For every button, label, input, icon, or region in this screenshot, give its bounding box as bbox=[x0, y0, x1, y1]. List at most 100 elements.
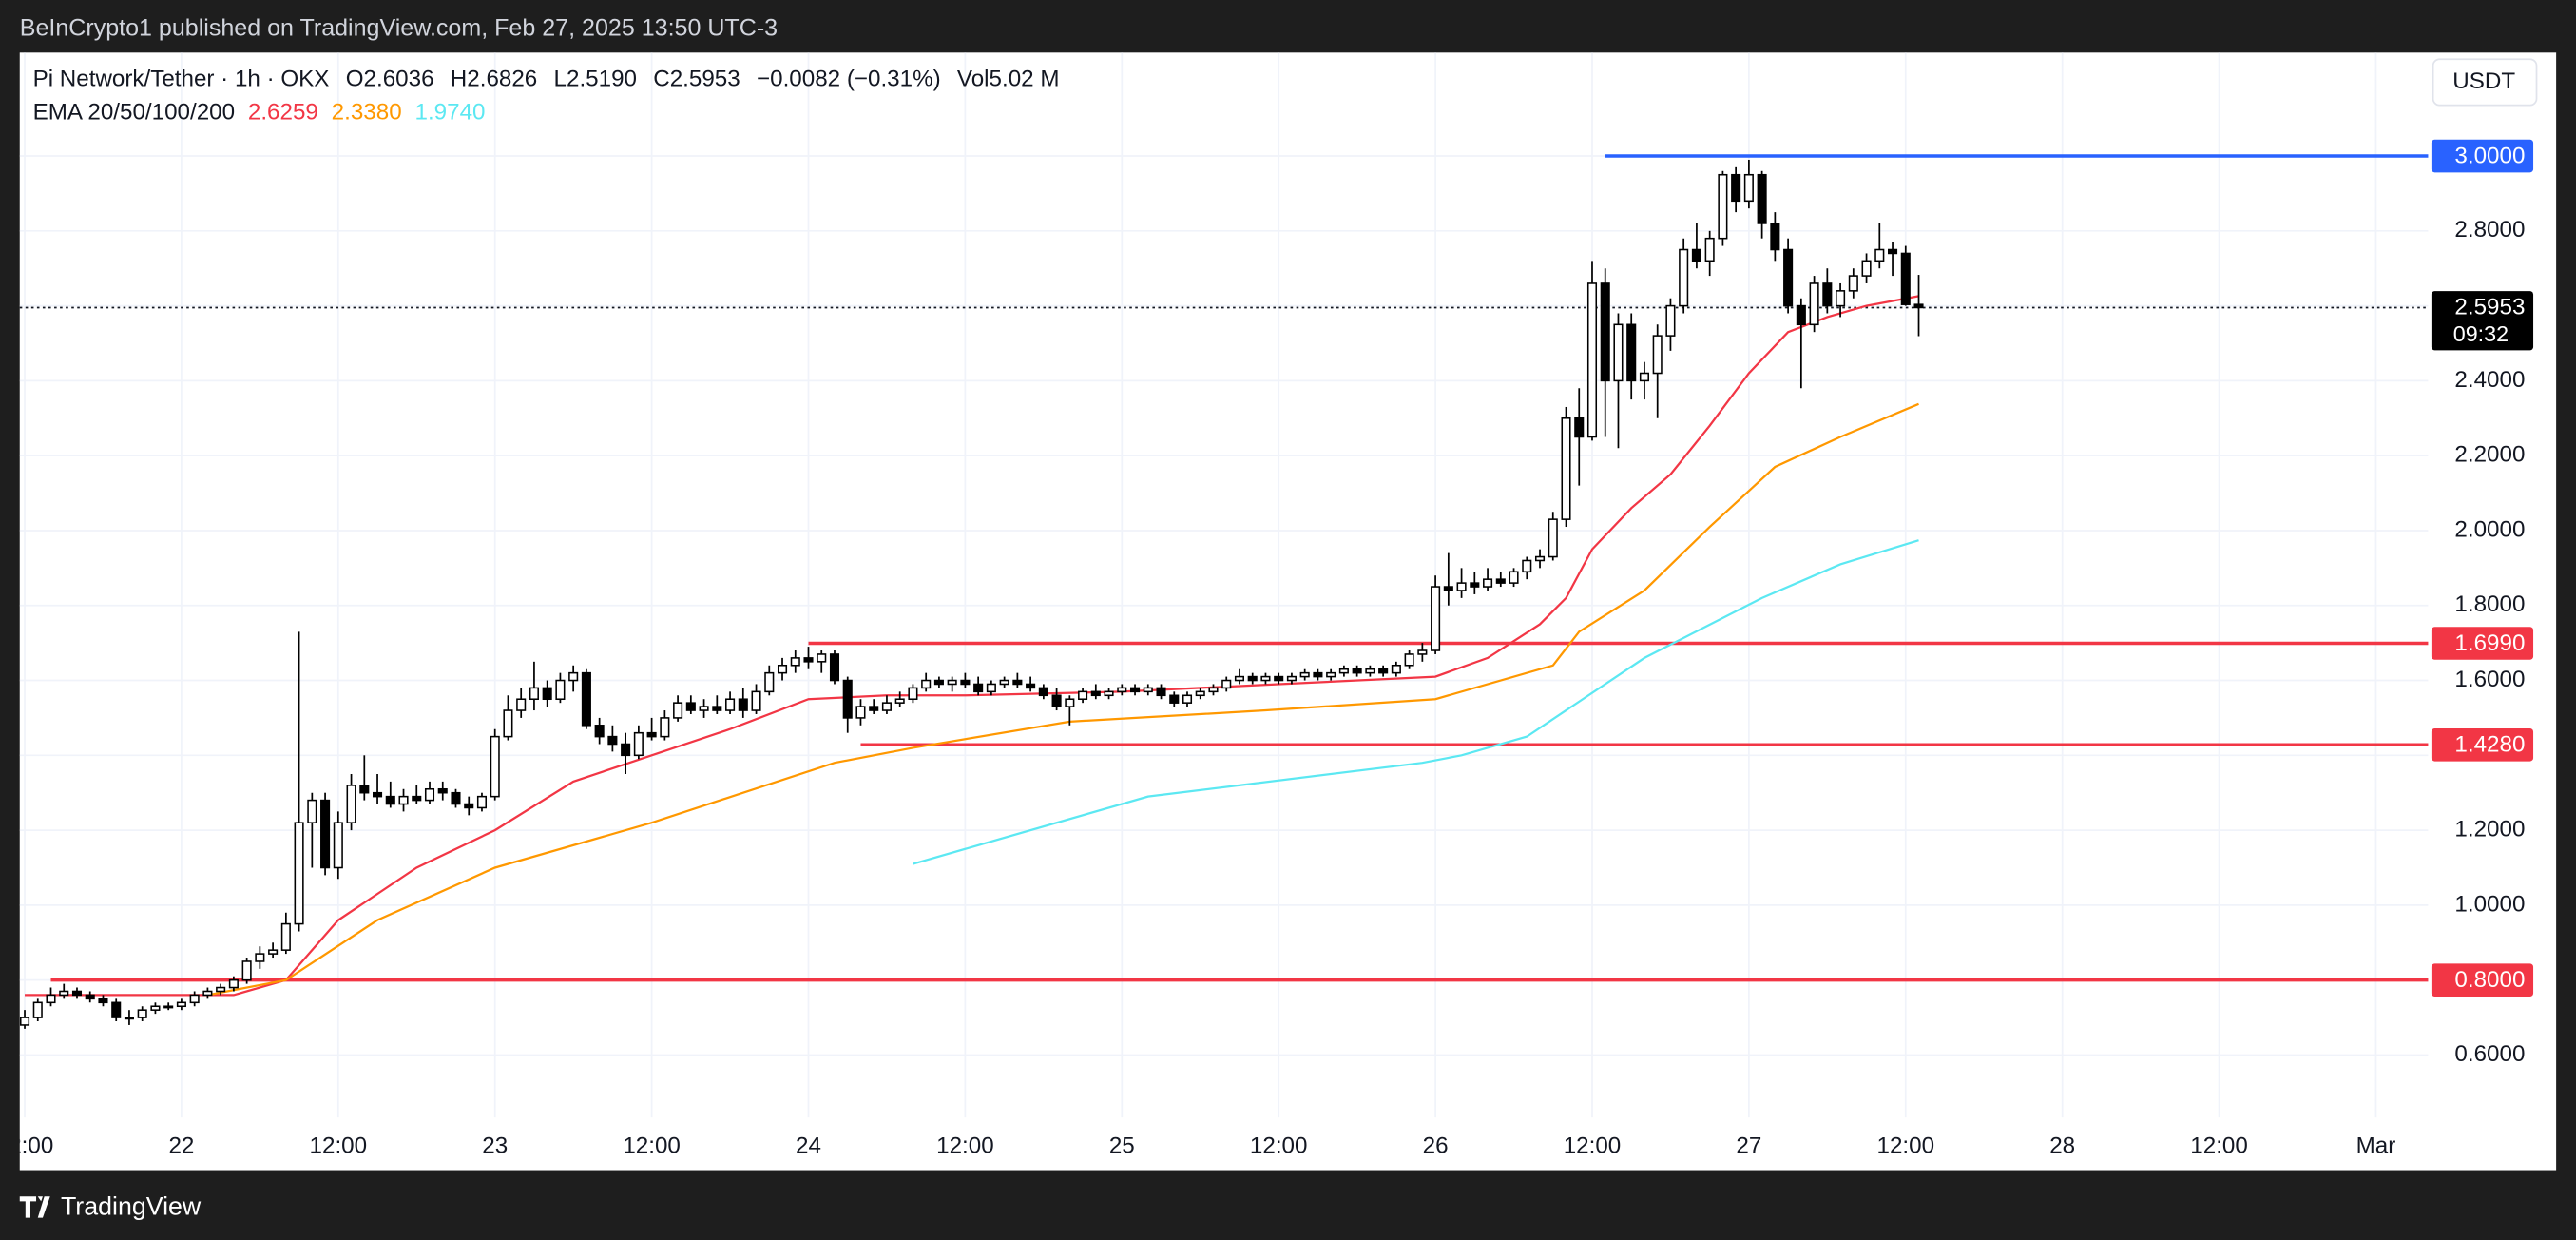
candle-body bbox=[85, 994, 95, 1000]
volume-value: 5.02 M bbox=[990, 67, 1060, 92]
candle-body bbox=[855, 706, 866, 719]
candle-body bbox=[1522, 559, 1532, 573]
candle-body bbox=[1809, 282, 1819, 326]
candle-body bbox=[1665, 304, 1676, 337]
candle-body bbox=[1652, 335, 1663, 375]
x-tick-label: Mar bbox=[2356, 1133, 2396, 1159]
ema-value: 2.3380 bbox=[332, 100, 402, 126]
candle-body bbox=[1274, 675, 1284, 682]
candle-body bbox=[1913, 303, 1924, 309]
x-tick-label: 25 bbox=[1109, 1133, 1135, 1159]
candle-body bbox=[973, 683, 984, 693]
candle-body bbox=[280, 922, 291, 951]
x-tick-label: 12:00 bbox=[310, 1133, 368, 1159]
ohlc-key: L bbox=[554, 67, 567, 92]
candle-body bbox=[947, 679, 957, 686]
candle-body bbox=[1626, 323, 1637, 382]
candle-body bbox=[1679, 248, 1689, 307]
currency[interactable]: USDT bbox=[2452, 68, 2515, 94]
candle-body bbox=[1143, 687, 1153, 693]
brand[interactable]: TradingView bbox=[61, 1192, 202, 1220]
candle-body bbox=[1757, 173, 1767, 224]
candle-body bbox=[1326, 671, 1336, 678]
last-price-tag bbox=[2431, 291, 2534, 351]
x-tick-label: 26 bbox=[1423, 1133, 1449, 1159]
candle-body bbox=[1260, 675, 1271, 682]
change: −0.0082 (−0.31%) bbox=[757, 67, 941, 92]
grid bbox=[19, 52, 2429, 1118]
logo-mark bbox=[19, 1196, 50, 1218]
candle-body bbox=[986, 683, 996, 693]
ohlc-value: 2.6826 bbox=[467, 67, 537, 92]
candle-body bbox=[137, 1009, 147, 1018]
candle-body bbox=[1169, 694, 1180, 704]
candle-body bbox=[412, 795, 422, 802]
symbol[interactable]: Pi Network/Tether · 1h · OKX bbox=[33, 67, 330, 92]
x-tick-label: 12:00 bbox=[0, 1133, 53, 1159]
ema-label[interactable]: EMA 20/50/100/200 bbox=[33, 100, 235, 126]
last-price-label: 2.5953 bbox=[2454, 295, 2525, 320]
candle-body bbox=[1026, 683, 1036, 689]
candle-body bbox=[437, 787, 448, 794]
candle-body bbox=[516, 698, 527, 711]
x-tick-label: 22 bbox=[168, 1133, 194, 1159]
candle-body bbox=[1417, 649, 1428, 655]
candle-body bbox=[1731, 173, 1741, 203]
candle-body bbox=[1208, 687, 1219, 693]
candle-body bbox=[424, 787, 435, 802]
bar-countdown: 09:32 bbox=[2453, 321, 2509, 346]
candle-body bbox=[1338, 668, 1349, 674]
candle-body bbox=[71, 990, 83, 997]
candle-body bbox=[333, 822, 343, 869]
x-tick-label: 12:00 bbox=[1564, 1133, 1622, 1159]
candle-body bbox=[999, 679, 1009, 686]
y-tick-label: 0.6000 bbox=[2454, 1041, 2525, 1067]
candle-body bbox=[1247, 675, 1258, 682]
candle-body bbox=[542, 687, 552, 701]
candle-body bbox=[1743, 173, 1754, 203]
candle-body bbox=[241, 960, 252, 981]
candle-body bbox=[869, 706, 879, 711]
publish-note: BeInCrypto1 published on TradingView.com… bbox=[20, 15, 778, 42]
candle-body bbox=[1796, 304, 1806, 326]
candle-body bbox=[176, 1001, 186, 1008]
candle-body bbox=[633, 731, 644, 757]
candle-body bbox=[1691, 248, 1701, 262]
candle-body bbox=[1548, 518, 1558, 558]
ema-legend: EMA 20/50/100/200 2.6259 2.3380 1.9740 bbox=[33, 100, 486, 126]
candle-body bbox=[685, 702, 696, 711]
level-tag bbox=[2431, 728, 2534, 762]
currency-button[interactable] bbox=[2432, 58, 2538, 107]
candle-body bbox=[373, 791, 383, 798]
level-label: 3.0000 bbox=[2454, 143, 2525, 168]
level-tag bbox=[2431, 627, 2534, 660]
candle-body bbox=[1156, 687, 1166, 697]
ohlc-value: 2.5953 bbox=[670, 67, 740, 92]
candle-body bbox=[842, 679, 853, 719]
candle-body bbox=[1470, 582, 1480, 588]
candle-body bbox=[1456, 582, 1467, 591]
candle-body bbox=[111, 1001, 122, 1018]
candle-body bbox=[960, 679, 971, 686]
x-tick-label: 12:00 bbox=[1250, 1133, 1308, 1159]
candle-body bbox=[1221, 679, 1232, 689]
candle-body bbox=[1574, 417, 1585, 438]
candle-body bbox=[894, 698, 905, 704]
x-tick-label: 12:00 bbox=[623, 1133, 681, 1159]
y-tick-label: 2.8000 bbox=[2454, 217, 2525, 242]
candle-body bbox=[385, 795, 395, 805]
candle-body bbox=[1509, 571, 1519, 584]
candle-body bbox=[1586, 282, 1598, 438]
chart-area bbox=[19, 52, 2557, 1171]
y-tick-label: 2.4000 bbox=[2454, 367, 2525, 393]
candle-body bbox=[1117, 687, 1127, 693]
x-tick-label: 12:00 bbox=[1877, 1133, 1935, 1159]
candle-body bbox=[476, 795, 488, 809]
candle-body bbox=[1718, 173, 1728, 240]
x-tick-label: 12:00 bbox=[2190, 1133, 2248, 1159]
x-tick-label: 27 bbox=[1736, 1133, 1761, 1159]
candle-body bbox=[1352, 668, 1362, 674]
candle-body bbox=[777, 664, 788, 674]
candle-body bbox=[1391, 664, 1401, 674]
